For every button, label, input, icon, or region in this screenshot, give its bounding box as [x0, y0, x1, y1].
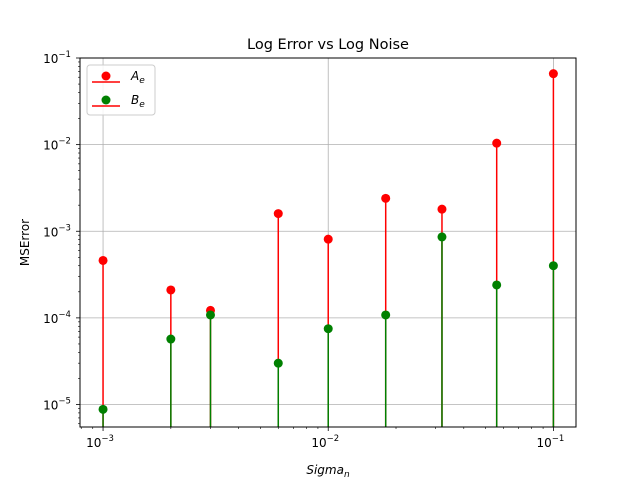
y-tick-label-4-base: 10	[43, 52, 58, 66]
y-tick-label-0-exponent: −5	[58, 397, 71, 407]
stem-marker-b	[323, 324, 333, 334]
legend-label-a: Ae	[130, 69, 145, 86]
x-tick-label-2: 10−1	[536, 434, 564, 450]
y-tick-label-4-exponent: −1	[58, 50, 71, 60]
y-tick-label-3-exponent: −2	[58, 137, 71, 147]
x-tick-label-2-base: 10	[536, 436, 551, 450]
legend-label-a-main: A	[130, 69, 139, 83]
legend-label-b-subscript: e	[139, 100, 145, 110]
stem-marker-a	[548, 69, 558, 79]
stem-marker-b	[273, 358, 283, 368]
legend-marker-a	[101, 71, 111, 81]
x-tick-label-1-base: 10	[311, 436, 326, 450]
stem-marker-a	[381, 193, 391, 203]
stem-marker-a	[98, 255, 108, 265]
stem-marker-b	[492, 280, 502, 290]
legend-label-b-main: B	[131, 93, 139, 107]
stem-marker-a	[323, 234, 333, 244]
x-tick-label-0: 10−3	[86, 434, 114, 450]
y-tick-label-3: 10−2	[43, 137, 71, 153]
y-tick-label-4: 10−1	[43, 50, 71, 66]
y-tick-label-0: 10−5	[43, 397, 71, 413]
x-axis-label: Sigman	[306, 463, 350, 480]
y-tick-label-1-base: 10	[43, 312, 58, 326]
x-axis-label-main: Sigma	[306, 463, 344, 477]
stem-marker-a	[273, 209, 283, 219]
y-tick-label-1: 10−4	[43, 310, 71, 326]
x-tick-label-0-base: 10	[86, 436, 101, 450]
stem-marker-b	[548, 261, 558, 271]
stem-marker-b	[166, 334, 176, 344]
chart-title: Log Error vs Log Noise	[247, 37, 409, 53]
legend-box	[86, 64, 156, 116]
legend-label-a-subscript: e	[139, 76, 145, 86]
y-axis-label: MSError	[18, 219, 32, 266]
stem-marker-b	[205, 310, 215, 320]
y-tick-label-0-base: 10	[43, 399, 58, 413]
stem-marker-b	[437, 232, 447, 242]
stem-marker-a	[437, 204, 447, 214]
stem-marker-b	[98, 404, 108, 414]
y-tick-label-2: 10−3	[43, 223, 71, 239]
y-tick-label-3-base: 10	[43, 139, 58, 153]
legend: Ae Be	[86, 64, 156, 116]
x-axis-label-subscript: n	[344, 470, 350, 480]
y-tick-label-1-exponent: −4	[58, 310, 71, 320]
stem-marker-a	[492, 138, 502, 148]
legend-label-b: Be	[131, 93, 145, 110]
x-tick-label-0-exponent: −3	[101, 434, 114, 444]
x-tick-label-1-exponent: −2	[327, 434, 340, 444]
stems	[98, 69, 558, 427]
stem-marker-b	[381, 310, 391, 320]
x-tick-label-1: 10−2	[311, 434, 339, 450]
y-tick-label-2-base: 10	[43, 225, 58, 239]
x-tick-label-2-exponent: −1	[552, 434, 565, 444]
legend-marker-b	[101, 95, 111, 105]
stem-marker-a	[166, 285, 176, 295]
y-tick-label-2-exponent: −3	[58, 223, 71, 233]
axis-ticks: 10−3 10−2 10−110−510−410−310−210−1	[43, 50, 564, 450]
